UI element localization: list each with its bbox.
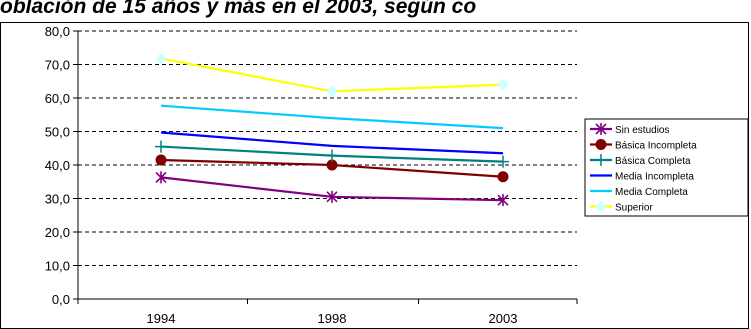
point-marker	[155, 52, 167, 65]
point-marker	[595, 154, 607, 166]
point-marker	[155, 171, 167, 184]
series-line	[160, 104, 504, 130]
x-tick-label: 1998	[318, 311, 347, 326]
legend-label: Media Incompleta	[615, 172, 694, 183]
chart-title: oblación de 15 años y más en el 2003, se…	[0, 0, 477, 18]
y-tick-label: 40,0	[45, 158, 70, 173]
point-marker	[595, 123, 607, 135]
point-marker	[326, 149, 338, 162]
y-tick-label: 20,0	[45, 225, 70, 240]
legend-label: Básica Incompleta	[615, 141, 697, 152]
y-tick-label: 60,0	[45, 91, 70, 106]
y-tick-label: 10,0	[45, 259, 70, 274]
legend-label: Superior	[615, 203, 653, 214]
legend-label: Media Completa	[615, 187, 688, 198]
point-marker	[497, 171, 509, 183]
point-marker	[497, 78, 509, 91]
point-marker	[326, 190, 338, 203]
y-tick-label: 70,0	[45, 58, 70, 73]
point-marker	[326, 85, 338, 98]
legend-label: Sin estudios	[615, 125, 669, 136]
point-marker	[497, 155, 509, 168]
x-tick-label: 1994	[147, 311, 176, 326]
x-tick-label: 2003	[489, 311, 518, 326]
point-marker	[497, 194, 509, 207]
y-tick-label: 50,0	[45, 125, 70, 140]
legend-label: Básica Completa	[615, 156, 691, 167]
y-tick-label: 0,0	[52, 292, 70, 307]
point-marker	[155, 154, 167, 166]
point-marker	[155, 140, 167, 153]
point-marker	[595, 139, 607, 150]
series-line	[160, 131, 504, 155]
legend-box	[584, 118, 749, 217]
point-marker	[595, 200, 607, 213]
y-tick-label: 80,0	[45, 24, 70, 39]
y-tick-label: 30,0	[45, 192, 70, 207]
